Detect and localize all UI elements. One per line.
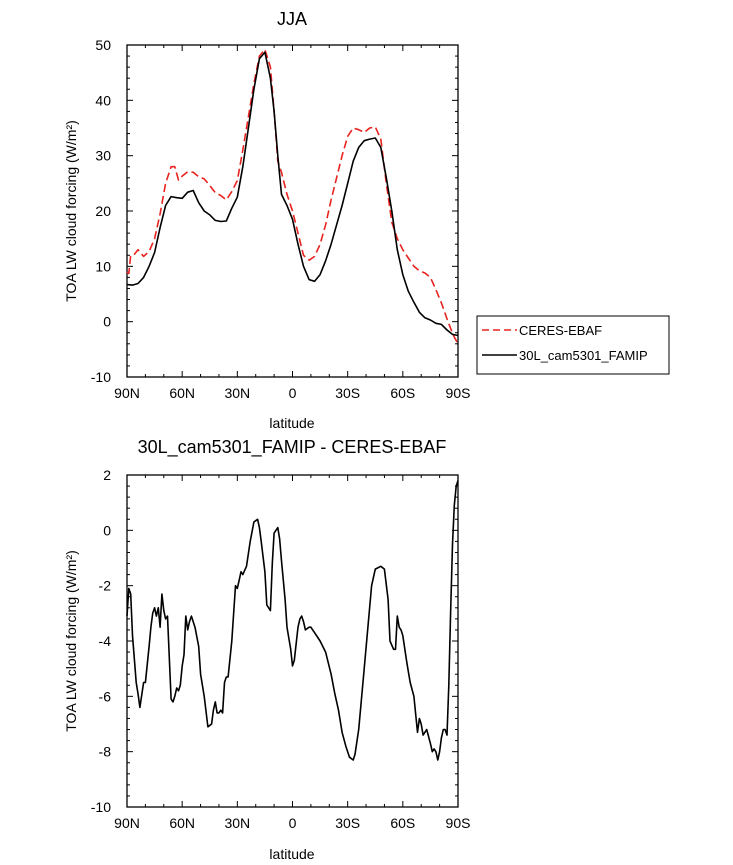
- series-line-bottom-0: [126, 480, 459, 761]
- series-line-top-1: [126, 51, 459, 337]
- legend: CERES-EBAF 30L_cam5301_FAMIP: [476, 315, 670, 375]
- y-tick-label: 40: [95, 92, 111, 108]
- x-tick-label: 30N: [224, 385, 250, 401]
- y-tick-label: 10: [95, 258, 111, 274]
- y-tick-label: 0: [103, 522, 111, 538]
- panel-bottom-title: 30L_cam5301_FAMIP - CERES-EBAF: [138, 437, 447, 458]
- panel-bottom-axes: 90N 60N 30N 0 30S 60S 90S -10 -8 -6 -4 -2 0 2: [91, 467, 471, 831]
- panel-top-axes: 90N 60N 30N 0 30S 60S 90S -10 0 10 20 30 40 50: [91, 37, 471, 401]
- y-tick-label: -10: [91, 369, 111, 385]
- x-tick-label: 60N: [169, 385, 195, 401]
- y-tick-label: 20: [95, 203, 111, 219]
- panel-bottom: 30L_cam5301_FAMIP - CERES-EBAF 90N 60N 30N…: [63, 437, 470, 862]
- panel-top-series-group: [126, 48, 459, 345]
- y-tick-label: 30: [95, 148, 111, 164]
- x-tick-label: 30S: [335, 815, 360, 831]
- x-tick-label: 90N: [114, 815, 140, 831]
- panel-bottom-xlabel: latitude: [269, 846, 314, 862]
- y-tick-label: 0: [103, 314, 111, 330]
- y-tick-label: 50: [95, 37, 111, 53]
- y-tick-label: -4: [99, 633, 112, 649]
- x-tick-label: 90S: [446, 815, 471, 831]
- panel-bottom-ylabel: TOA LW cloud forcing (W/m²): [63, 550, 79, 732]
- x-tick-label: 30N: [224, 815, 250, 831]
- x-tick-label: 90S: [446, 385, 471, 401]
- panel-top-xlabel: latitude: [269, 415, 314, 431]
- x-tick-label: 0: [289, 815, 297, 831]
- panel-top: JJA 90N 60N 30N 0 30S 60S 90S -10 0 10 20 30 40 50 la…: [63, 9, 670, 431]
- x-tick-label: 30S: [335, 385, 360, 401]
- y-tick-label: -2: [99, 578, 112, 594]
- legend-label-model: 30L_cam5301_FAMIP: [519, 348, 648, 363]
- legend-box: [476, 315, 670, 375]
- panel-top-ylabel: TOA LW cloud forcing (W/m²): [63, 120, 79, 302]
- x-tick-label: 60S: [390, 385, 415, 401]
- x-tick-label: 60S: [390, 815, 415, 831]
- panel-bottom-series-group: [126, 480, 459, 761]
- y-tick-label: -10: [91, 799, 111, 815]
- panel-bottom-frame: [126, 474, 459, 808]
- panel-top-title: JJA: [277, 9, 307, 29]
- x-tick-label: 0: [289, 385, 297, 401]
- x-tick-label: 90N: [114, 385, 140, 401]
- y-tick-label: -6: [99, 688, 112, 704]
- x-tick-label: 60N: [169, 815, 195, 831]
- y-tick-label: -8: [99, 744, 112, 760]
- y-tick-label: 2: [103, 467, 111, 483]
- series-line-top-0: [126, 48, 459, 345]
- legend-label-ceres: CERES-EBAF: [519, 323, 602, 338]
